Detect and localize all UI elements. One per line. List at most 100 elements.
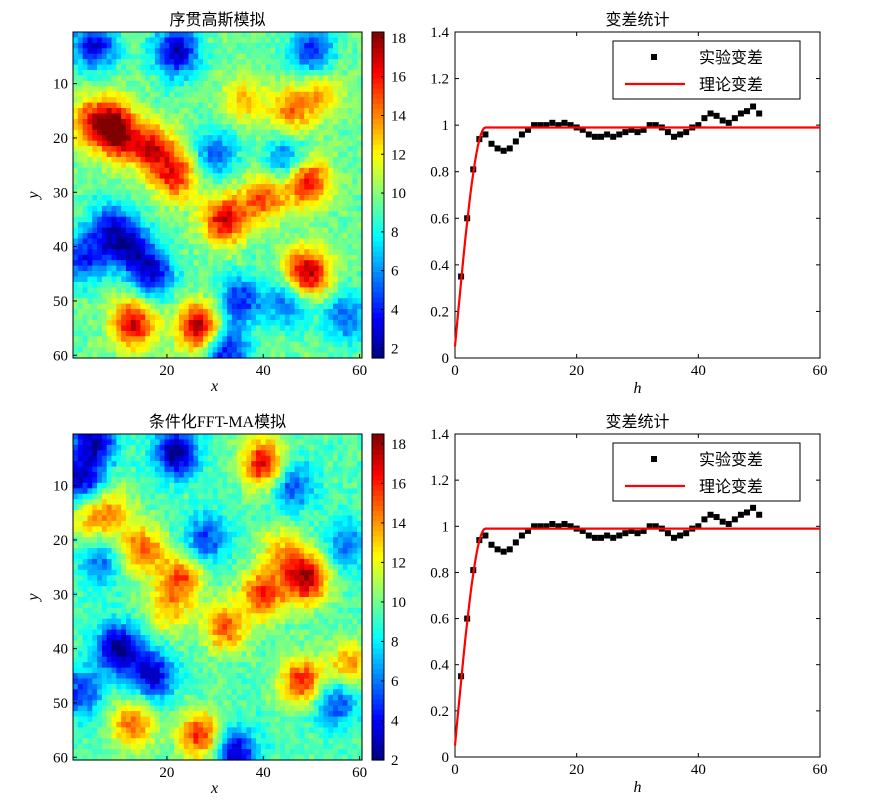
heatmap-cell — [270, 32, 276, 39]
heatmap-cell — [231, 434, 238, 441]
heatmap-cell — [309, 173, 315, 180]
heatmap-cell — [256, 48, 262, 55]
heatmap-cell — [193, 466, 199, 473]
heatmap-cell — [154, 146, 161, 153]
heatmap-cell — [299, 292, 305, 299]
heatmap-cell — [125, 287, 132, 294]
heatmap-cell — [260, 292, 267, 299]
heatmap-cell — [97, 102, 103, 109]
heatmap-cell — [169, 466, 175, 473]
heatmap-cell — [125, 156, 132, 163]
heatmap-cell — [231, 488, 238, 495]
heatmap-cell — [207, 233, 214, 240]
heatmap-cell — [121, 195, 127, 202]
heatmap-cell — [169, 124, 175, 131]
heatmap-cell — [328, 108, 334, 115]
heatmap-cell — [270, 86, 276, 93]
heatmap-cell — [174, 200, 180, 207]
heatmap-cell — [357, 200, 363, 207]
heatmap-cell — [236, 499, 243, 506]
heatmap-cell — [222, 173, 228, 180]
heatmap-cell — [256, 178, 262, 185]
heatmap-cell — [333, 314, 339, 321]
heatmap-cell — [159, 211, 166, 218]
heatmap-cell — [246, 450, 252, 457]
heatmap-cell — [299, 243, 305, 250]
heatmap-cell — [145, 336, 151, 343]
heatmap-cell — [82, 455, 89, 462]
heatmap-cell — [154, 91, 161, 98]
heatmap-cell — [251, 515, 257, 522]
heatmap-cell — [313, 173, 320, 180]
heatmap-cell — [130, 184, 137, 191]
heatmap-cell — [256, 238, 262, 245]
heatmap-cell — [347, 205, 353, 212]
heatmap-cell — [236, 314, 243, 321]
heatmap-cell — [73, 434, 79, 441]
heatmap-cell — [323, 113, 329, 120]
heatmap-cell — [169, 97, 175, 104]
heatmap-cell — [337, 162, 344, 169]
heatmap-cell — [97, 97, 103, 104]
heatmap-cell — [227, 178, 233, 185]
heatmap-cell — [333, 108, 339, 115]
heatmap-cell — [284, 140, 291, 147]
heatmap-cell — [140, 129, 146, 136]
heatmap-cell — [203, 97, 209, 104]
heatmap-cell — [164, 526, 170, 533]
heatmap-cell — [309, 37, 315, 44]
heatmap-cell — [193, 70, 199, 77]
heatmap-cell — [323, 118, 329, 125]
heatmap-cell — [256, 477, 262, 484]
heatmap-cell — [169, 102, 175, 109]
heatmap-cell — [328, 70, 334, 77]
heatmap-cell — [275, 48, 281, 55]
heatmap-cell — [342, 281, 349, 288]
heatmap-cell — [337, 493, 344, 500]
heatmap-cell — [125, 260, 132, 267]
heatmap-cell — [188, 309, 195, 316]
heatmap-cell — [198, 260, 204, 267]
heatmap-cell — [246, 526, 252, 533]
heatmap-cell — [169, 455, 175, 462]
heatmap-cell — [178, 91, 185, 98]
heatmap-cell — [97, 271, 103, 278]
heatmap-cell — [212, 298, 219, 305]
heatmap-cell — [135, 238, 142, 245]
heatmap-cell — [150, 184, 156, 191]
heatmap-cell — [203, 129, 209, 136]
colorbar-segment — [372, 327, 384, 334]
heatmap-cell — [159, 53, 166, 60]
heatmap-cell — [183, 151, 190, 158]
heatmap-cell — [342, 200, 349, 207]
heatmap-cell — [159, 173, 166, 180]
heatmap-cell — [231, 124, 238, 131]
heatmap-cell — [236, 91, 243, 98]
heatmap-cell — [111, 37, 117, 44]
heatmap-cell — [337, 292, 344, 299]
heatmap-cell — [222, 439, 228, 446]
heatmap-cell — [275, 211, 281, 218]
heatmap-cell — [183, 461, 190, 468]
heatmap-cell — [207, 352, 214, 359]
heatmap-cell — [101, 352, 108, 359]
heatmap-cell — [154, 281, 161, 288]
heatmap-cell — [111, 325, 117, 332]
heatmap-cell — [323, 211, 329, 218]
heatmap-cell — [256, 156, 262, 163]
heatmap-cell — [111, 162, 117, 169]
heatmap-cell — [313, 195, 320, 202]
heatmap-cell — [342, 42, 349, 49]
heatmap-cell — [203, 461, 209, 468]
heatmap-cell — [159, 281, 166, 288]
heatmap-cell — [82, 243, 89, 250]
heatmap-cell — [337, 472, 344, 479]
heatmap-cell — [87, 129, 93, 136]
heatmap-cell — [140, 173, 146, 180]
heatmap-cell — [140, 70, 146, 77]
heatmap-cell — [246, 233, 252, 240]
heatmap-cell — [116, 195, 122, 202]
heatmap-cell — [111, 189, 117, 196]
colorbar-segment — [372, 200, 384, 206]
